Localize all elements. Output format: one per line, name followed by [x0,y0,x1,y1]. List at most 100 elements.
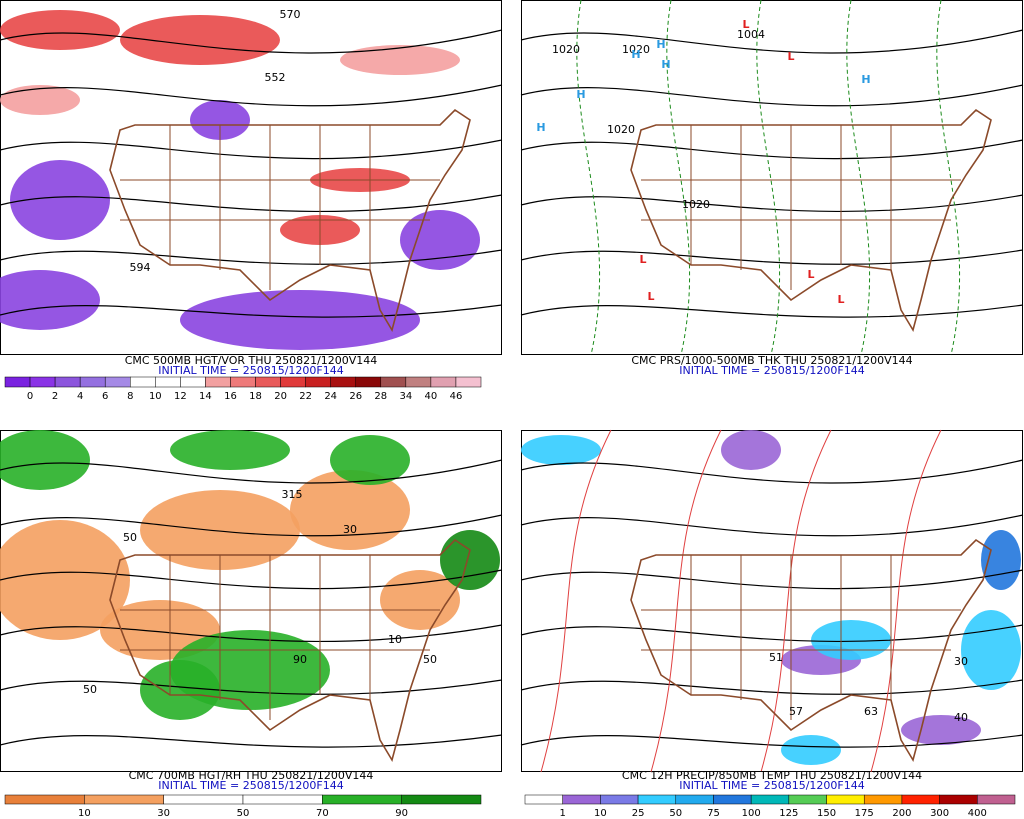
colorbar-box [405,376,432,388]
colorbar-box [455,376,482,388]
colorbar-box [104,376,131,388]
thickness-line [936,0,961,356]
colorbar-label: 175 [855,808,874,819]
colorbar-box [180,376,206,388]
colorbar-box [84,794,164,805]
thickness-line [846,0,871,356]
colorbar-label: 25 [632,808,645,819]
colorbar-label: 50 [669,808,682,819]
map-label: 552 [265,71,286,84]
shaded-area [140,660,220,720]
colorbar-label: 75 [707,808,720,819]
colorbar-label: 34 [399,391,412,402]
state-lines [120,125,440,290]
colorbar-box [29,376,56,388]
colorbar-box [977,794,1016,805]
colorbar-label: 10 [594,808,607,819]
colorbar-label: 24 [324,391,337,402]
colorbar-label: 4 [77,391,83,402]
map-label: 51 [769,651,783,664]
map-label: H [576,88,585,101]
contour-line [0,194,503,212]
contour-line [520,194,1024,212]
map-label: H [536,121,545,134]
colorbar-box [280,376,306,388]
map-label: 10 [388,633,402,646]
shaded-area [0,85,80,115]
map-label: 50 [83,683,97,696]
contour-line [520,84,1024,107]
colorbar-label: 20 [274,391,287,402]
map-label: 315 [282,488,303,501]
map-label: 1004 [737,28,765,41]
map-label: 594 [130,261,151,274]
map-label: 90 [293,653,307,666]
colorbar-label: 18 [249,391,262,402]
contour-line [0,679,503,695]
map-label: L [787,50,794,63]
shaded-area [330,435,410,485]
colorbar-label: 300 [930,808,949,819]
colorbar-label: 70 [316,808,329,819]
initial-time: INITIAL TIME = 250815/1200F144 [158,779,343,792]
shaded-area [10,160,110,240]
colorbar-box [242,794,323,805]
contour-line [520,459,1024,484]
colorbar-box [255,376,281,388]
colorbar-box [600,794,639,805]
shaded-area [440,530,500,590]
colorbar-box [4,376,31,388]
panel-title: CMC 12H PRECIP/850MB TEMP THU 250821/120… [622,769,922,782]
colorbar-label: 46 [450,391,463,402]
colorbar-box [401,794,482,805]
contour-line [0,249,503,265]
map-panel: 315 50 50 50 10 90 30 CMC 700MB HGT/RH THU 2508… [0,430,503,819]
shaded-area [811,620,891,660]
temp-line [760,429,832,773]
colorbar-box [713,794,752,805]
colorbar-label: 22 [299,391,312,402]
contour-line [0,624,503,642]
colorbar-box [322,794,402,805]
initial-time: INITIAL TIME = 250815/1200F144 [679,364,864,377]
contour-line [520,304,1024,318]
country-border [109,538,471,763]
shaded-area [180,290,420,350]
shaded-area [0,10,120,50]
contour-line [0,304,503,318]
colorbar-box [788,794,827,805]
colorbar-label: 150 [817,808,836,819]
colorbar-label: 125 [779,808,798,819]
colorbar-label: 6 [102,391,108,402]
colorbar-label: 12 [174,391,187,402]
initial-time: INITIAL TIME = 250815/1200F144 [158,364,343,377]
contour-line [0,84,503,107]
colorbar-label: 8 [127,391,133,402]
colorbar-box [355,376,382,388]
map-label: H [661,58,670,71]
shaded-area [901,715,981,745]
map-label: 57 [789,705,803,718]
map-label: 30 [954,655,968,668]
colorbar-label: 1 [560,808,566,819]
contour-line [0,29,503,54]
contour-line [520,249,1024,265]
contour-line [0,139,503,160]
contour-line [520,569,1024,590]
colorbar-label: 28 [374,391,387,402]
contour-line [0,569,503,590]
colorbar-label: 0 [27,391,33,402]
colorbar-box [305,376,331,388]
country-border [109,108,471,333]
colorbar-label: 30 [157,808,170,819]
country-border [630,538,992,763]
map-label: L [647,290,654,303]
map-label: 50 [423,653,437,666]
state-lines [641,555,961,720]
contour-line [0,734,503,748]
country-border [630,108,992,333]
colorbar-box [562,794,601,805]
colorbar-label: 14 [199,391,212,402]
colorbar-box [130,376,156,388]
